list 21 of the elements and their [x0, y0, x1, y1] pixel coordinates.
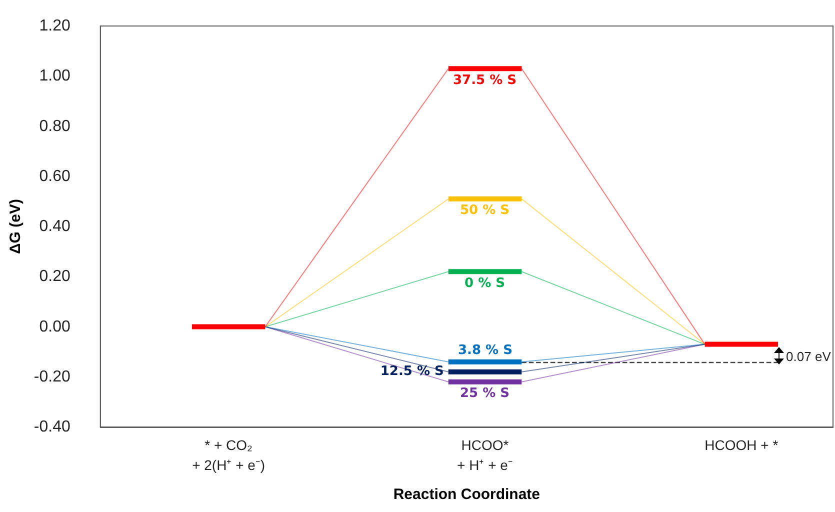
series-label: 12.5 % S [380, 364, 444, 380]
y-tick-label: 0.40 [39, 218, 70, 235]
x-axis-title: Reaction Coordinate [393, 486, 540, 503]
y-tick-label: 0.60 [39, 168, 70, 185]
y-tick-label: 0.20 [39, 268, 70, 286]
y-tick-label: 1.20 [39, 18, 70, 34]
x-tick-label: HCOOH + * [704, 437, 779, 453]
y-axis-title: ΔG (eV) [7, 199, 24, 254]
series-label: 3.8 % S [458, 342, 512, 358]
x-tick-label: HCOO* + H⁺ + e⁻ [457, 437, 513, 473]
series-label: 37.5 % S [453, 72, 517, 88]
y-tick-label: 1.00 [39, 68, 70, 85]
annotation: 0.07 eV [786, 348, 831, 364]
x-tick-label: * + CO₂ + 2(H⁺ + e⁻) [192, 437, 266, 473]
y-tick-label: -0.20 [34, 368, 70, 386]
y-tick-label: -0.40 [34, 418, 70, 436]
series-label: 0 % S [464, 276, 505, 291]
y-tick-label: 0.00 [39, 318, 70, 336]
series-label: 25 % S [460, 386, 510, 401]
y-tick-label: 0.80 [39, 118, 70, 135]
series-label: 50 % S [460, 202, 510, 218]
